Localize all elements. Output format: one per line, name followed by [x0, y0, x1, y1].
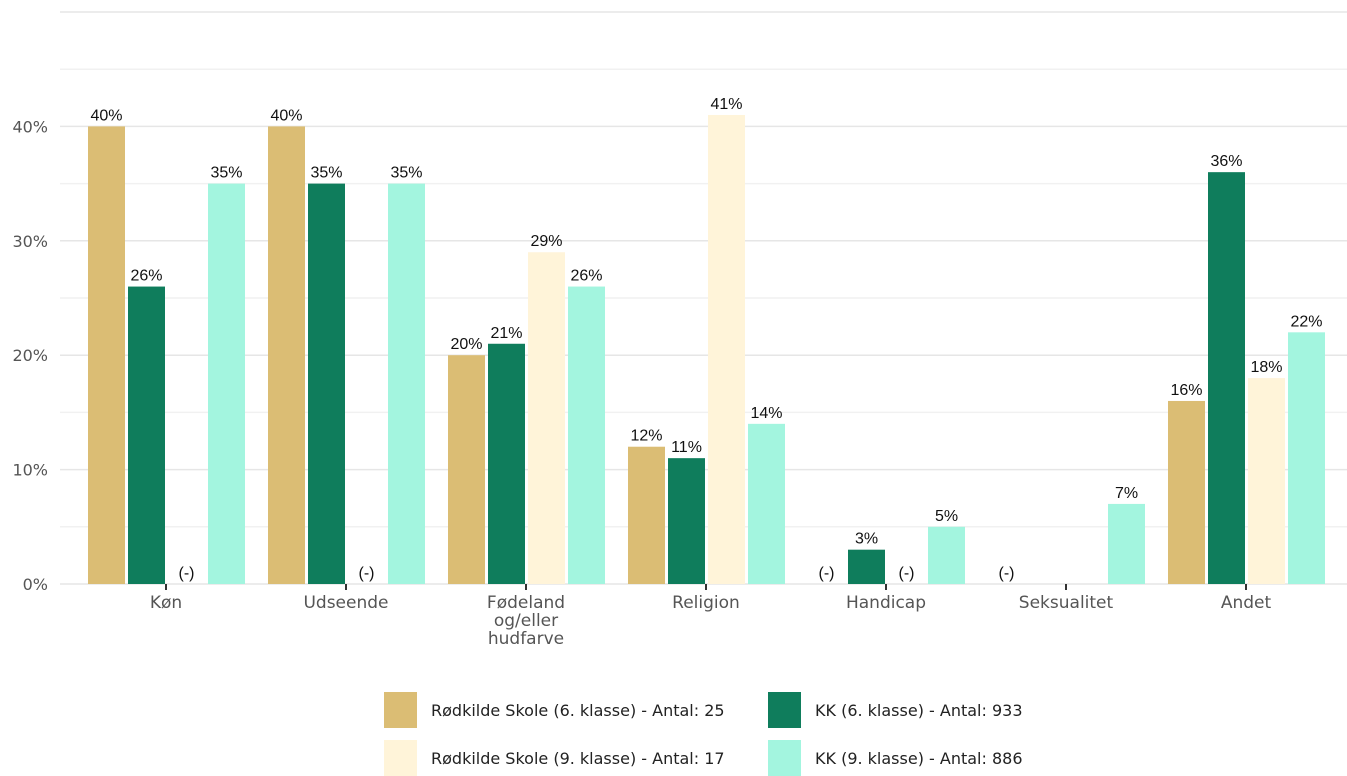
- bar: [708, 114, 745, 585]
- data-label: 11%: [671, 439, 702, 456]
- data-label: (-): [819, 565, 835, 582]
- data-label: (-): [359, 565, 375, 582]
- legend-swatch: [384, 692, 417, 728]
- x-tick-label: Fødeland og/eller hudfarve: [487, 593, 565, 649]
- data-label: 26%: [570, 268, 602, 285]
- bar: [268, 126, 305, 585]
- bar: [568, 286, 605, 584]
- legend-label: Rødkilde Skole (6. klasse) - Antal: 25: [431, 700, 725, 720]
- data-label: 3%: [855, 531, 878, 548]
- data-label: 29%: [530, 233, 562, 250]
- data-label: 35%: [310, 165, 342, 182]
- data-label: (-): [999, 565, 1015, 582]
- data-label: 40%: [90, 107, 122, 124]
- legend-swatch: [768, 692, 801, 728]
- y-axis-ticks: 0% 10% 20% 30% 40%: [12, 117, 48, 594]
- bar: [128, 286, 165, 584]
- data-label: 35%: [210, 165, 242, 182]
- data-label: (-): [899, 565, 915, 582]
- legend-label: KK (6. klasse) - Antal: 933: [815, 700, 1023, 720]
- data-label: 40%: [270, 107, 302, 124]
- x-axis-ticks: Køn Udseende Fødeland og/eller hudfarve Relig…: [150, 584, 1272, 649]
- bar: [88, 126, 125, 585]
- data-label: 18%: [1250, 359, 1282, 376]
- legend-label: KK (9. klasse) - Antal: 886: [815, 748, 1023, 768]
- bar: [848, 549, 885, 584]
- bar: [668, 458, 705, 584]
- x-tick-label: Seksualitet: [1019, 593, 1114, 613]
- y-tick-label: 40%: [12, 117, 48, 136]
- x-tick-label: Religion: [672, 593, 740, 613]
- data-label: 7%: [1115, 485, 1138, 502]
- x-tick-label: Udseende: [303, 593, 388, 613]
- y-tick-label: 20%: [12, 346, 48, 365]
- data-label: 14%: [750, 405, 782, 422]
- bar: [388, 183, 425, 584]
- x-tick-label: Handicap: [846, 593, 926, 613]
- legend-item-series-2: KK (6. klasse) - Antal: 933: [768, 692, 1023, 728]
- legend-item-series-1: Rødkilde Skole (6. klasse) - Antal: 25: [384, 692, 725, 728]
- bars: [88, 114, 1325, 585]
- legend: Rødkilde Skole (6. klasse) - Antal: 25 K…: [384, 690, 1084, 776]
- bar: [308, 183, 345, 584]
- data-label: 20%: [450, 336, 482, 353]
- data-label: 12%: [630, 428, 662, 445]
- bar: [448, 355, 485, 584]
- data-label: 36%: [1210, 153, 1242, 170]
- bar: [748, 423, 785, 584]
- x-tick-label: Andet: [1221, 593, 1272, 613]
- data-label: 41%: [710, 96, 742, 113]
- bar-chart: 0% 10% 20% 30% 40% 40% 26% (-) 35% 40% 35% (-) 35% 2…: [12, 11, 1347, 649]
- data-label: 5%: [935, 508, 958, 525]
- data-label: (-): [179, 565, 195, 582]
- legend-item-series-4: KK (9. klasse) - Antal: 886: [768, 740, 1023, 776]
- bar: [928, 526, 965, 584]
- legend-swatch: [768, 740, 801, 776]
- y-tick-label: 10%: [12, 461, 48, 480]
- legend-swatch: [384, 740, 417, 776]
- bar: [1168, 400, 1205, 584]
- bar: [1108, 503, 1145, 584]
- data-label: 21%: [490, 325, 522, 342]
- data-label: 26%: [130, 268, 162, 285]
- bar: [628, 446, 665, 584]
- bar: [1288, 332, 1325, 584]
- y-tick-label: 0%: [23, 575, 48, 594]
- legend-item-series-3: Rødkilde Skole (9. klasse) - Antal: 17: [384, 740, 725, 776]
- data-label: 22%: [1290, 313, 1322, 330]
- bar: [1208, 172, 1245, 584]
- bar: [208, 183, 245, 584]
- data-labels: 40% 26% (-) 35% 40% 35% (-) 35% 20% 21% 29% 26% 12% 1…: [90, 96, 1322, 582]
- bar: [488, 343, 525, 584]
- legend-label: Rødkilde Skole (9. klasse) - Antal: 17: [431, 748, 725, 768]
- data-label: 35%: [390, 165, 422, 182]
- bar: [1248, 378, 1285, 584]
- x-tick-label: Køn: [150, 593, 182, 613]
- bar: [528, 252, 565, 585]
- data-label: 16%: [1170, 382, 1202, 399]
- y-tick-label: 30%: [12, 232, 48, 251]
